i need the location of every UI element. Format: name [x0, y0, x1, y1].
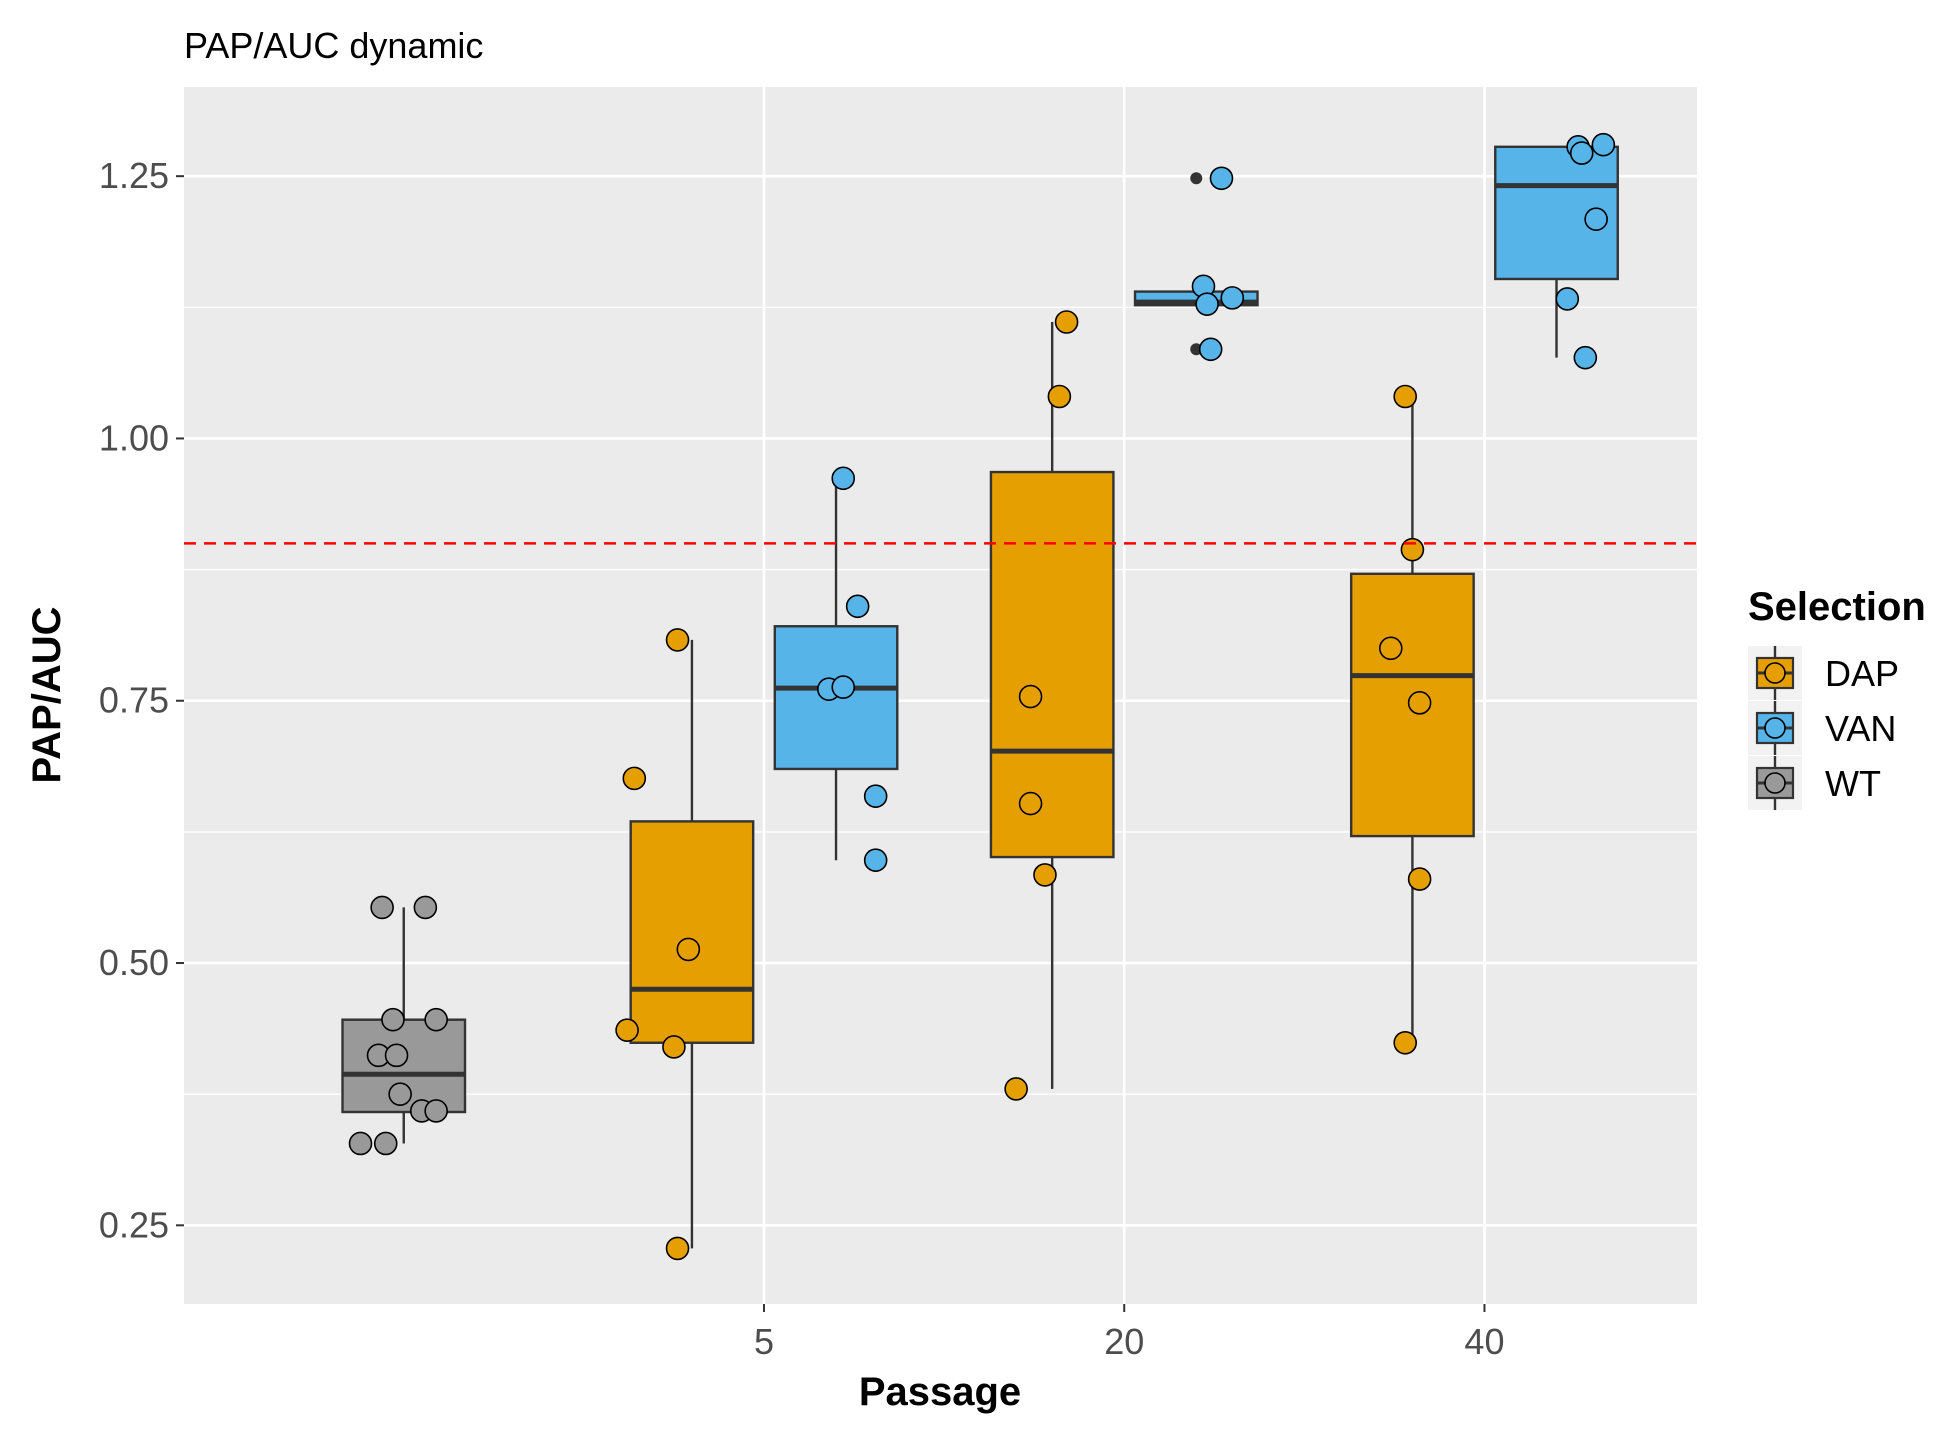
point-dap	[1400, 537, 1425, 562]
point-van	[863, 848, 888, 873]
point-wt	[424, 1007, 448, 1032]
legend-key-point	[1764, 717, 1786, 739]
legend-label: VAN	[1825, 708, 1896, 749]
point-dap	[615, 1018, 639, 1042]
jitter-points	[348, 132, 1616, 1261]
legend-item-wt: WT	[1748, 756, 1881, 810]
x-axis: 5 20 40	[754, 1304, 1504, 1362]
y-axis: 0.25 0.50 0.75 1.00 1.25	[99, 155, 184, 1245]
point-dap	[1393, 1030, 1418, 1055]
point-dap	[665, 628, 690, 652]
y-tick-label: 0.75	[99, 680, 169, 721]
point-wt	[388, 1082, 412, 1106]
legend-title: Selection	[1748, 585, 1926, 629]
y-tick-label: 0.50	[99, 942, 169, 983]
x-tick-label: 5	[754, 1321, 774, 1362]
legend: Selection DAP VAN WT	[1748, 585, 1926, 810]
point-van	[1198, 337, 1223, 362]
point-dap	[1393, 384, 1418, 409]
point-van	[1555, 287, 1580, 311]
point-van	[831, 675, 856, 699]
legend-label: DAP	[1825, 653, 1899, 694]
legend-item-van: VAN	[1748, 701, 1896, 755]
point-van	[1584, 207, 1608, 231]
x-tick-label: 40	[1464, 1321, 1504, 1362]
point-dap	[665, 1236, 690, 1261]
point-wt	[384, 1043, 409, 1068]
point-dap	[622, 766, 647, 791]
legend-label: WT	[1825, 763, 1881, 804]
x-axis-label: Passage	[859, 1370, 1021, 1414]
point-van	[831, 466, 856, 491]
point-wt	[370, 895, 394, 920]
point-van	[863, 784, 888, 809]
point-van	[1195, 292, 1219, 316]
point-dap	[676, 937, 701, 962]
box-dap	[989, 322, 1115, 1089]
point-dap	[662, 1035, 686, 1059]
point-van	[1209, 166, 1234, 191]
point-dap	[1407, 691, 1432, 715]
point-dap	[1407, 867, 1432, 891]
legend-key-point	[1764, 662, 1786, 684]
point-van	[845, 594, 870, 619]
point-wt	[413, 895, 438, 920]
point-wt	[348, 1131, 373, 1156]
outlier-point	[1190, 172, 1203, 185]
point-dap	[1018, 791, 1043, 816]
box-body	[989, 470, 1115, 859]
point-van	[1573, 345, 1598, 370]
chart-title: PAP/AUC dynamic	[184, 25, 483, 66]
point-van	[1569, 141, 1594, 165]
legend-key-point	[1764, 772, 1786, 794]
y-tick-label: 0.25	[99, 1204, 169, 1245]
point-dap	[1378, 636, 1403, 661]
point-van	[1220, 286, 1245, 310]
y-tick-label: 1.25	[99, 155, 169, 196]
legend-item-dap: DAP	[1748, 646, 1899, 700]
point-dap	[1004, 1077, 1028, 1101]
box-body	[629, 820, 755, 1044]
y-axis-label: PAP/AUC	[25, 606, 69, 783]
x-tick-label: 20	[1104, 1321, 1144, 1362]
point-dap	[1047, 384, 1072, 409]
point-dap	[1018, 684, 1043, 709]
point-wt	[424, 1099, 448, 1123]
point-dap	[1033, 863, 1057, 887]
point-wt	[373, 1131, 398, 1156]
point-wt	[381, 1007, 405, 1032]
y-tick-label: 1.00	[99, 417, 169, 458]
point-dap	[1054, 310, 1079, 334]
point-van	[1591, 132, 1616, 157]
box-dap	[629, 639, 755, 1249]
